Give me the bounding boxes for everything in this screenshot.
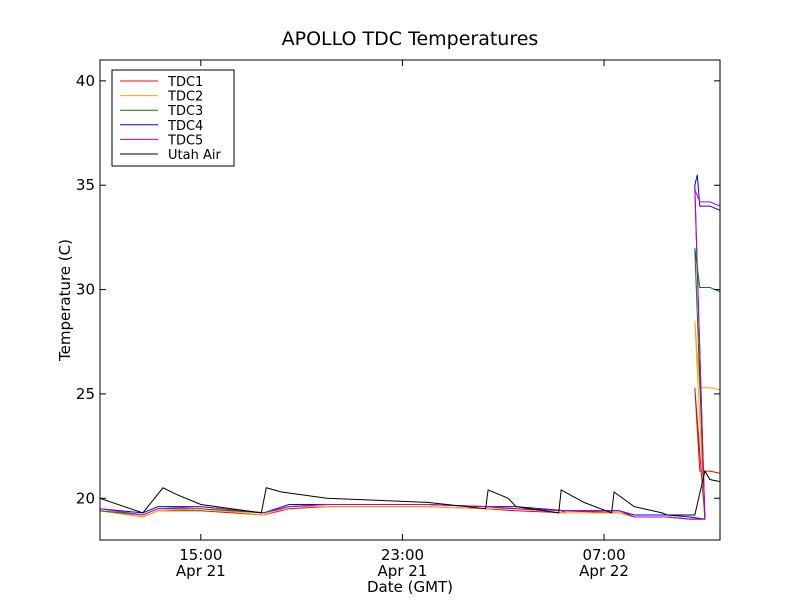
series-line-utah-air — [100, 469, 720, 516]
x-tick-label-time: 07:00 — [582, 546, 625, 564]
x-tick-label-date: Apr 21 — [176, 562, 226, 580]
legend-label: TDC3 — [167, 104, 203, 119]
legend-box — [111, 69, 235, 167]
legend-label: TDC5 — [167, 133, 203, 148]
legend-label: TDC2 — [167, 90, 203, 105]
y-tick-label: 40 — [76, 72, 95, 90]
x-tick-label-time: 15:00 — [179, 546, 222, 564]
x-tick-label-date: Apr 22 — [579, 562, 629, 580]
series-line-tdc5 — [100, 189, 720, 520]
legend-label: TDC4 — [167, 119, 203, 134]
legend-label: TDC1 — [167, 75, 203, 90]
chart-title: APOLLO TDC Temperatures — [282, 28, 539, 50]
x-tick-label-time: 23:00 — [381, 546, 424, 564]
x-axis-label: Date (GMT) — [367, 578, 453, 596]
y-axis-label: Temperature (C) — [56, 239, 74, 362]
y-tick-label: 35 — [76, 176, 95, 194]
y-tick-label: 25 — [76, 385, 95, 403]
legend-label: Utah Air — [168, 148, 221, 163]
series-layer — [100, 174, 720, 520]
y-tick-label: 30 — [76, 281, 95, 299]
y-tick-label: 20 — [76, 489, 95, 507]
plot-frame — [99, 59, 721, 541]
x-tick-label-date: Apr 21 — [378, 562, 428, 580]
